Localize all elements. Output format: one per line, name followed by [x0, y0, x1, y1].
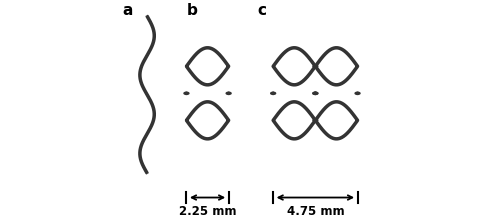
Text: b: b: [187, 3, 198, 18]
Text: a: a: [122, 3, 133, 18]
Text: c: c: [258, 3, 266, 18]
Text: 2.25 mm: 2.25 mm: [179, 205, 236, 218]
Text: 4.75 mm: 4.75 mm: [286, 205, 344, 218]
